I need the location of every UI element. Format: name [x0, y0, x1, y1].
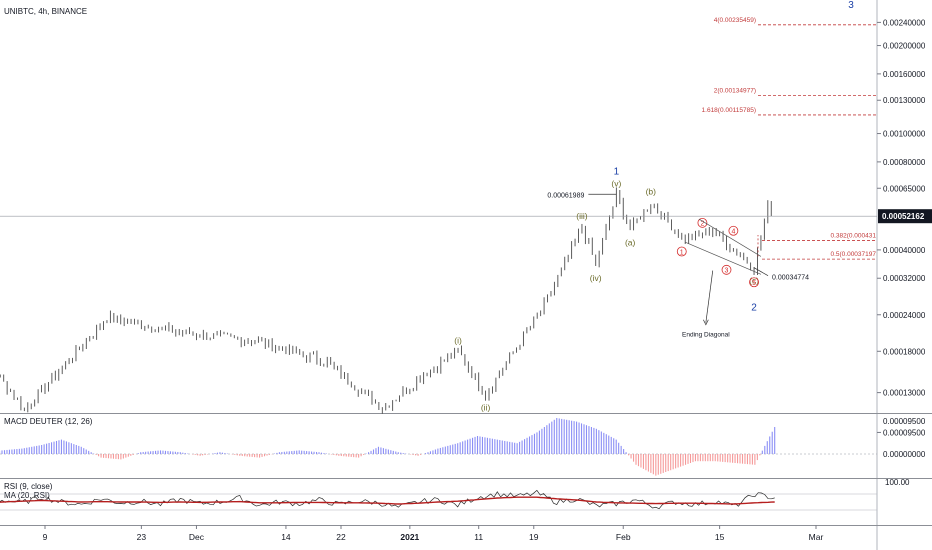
time-tick-label: Feb [616, 532, 631, 542]
fib-level-label: 2(0.00134977) [714, 87, 756, 94]
rsi-ma-line [0, 496, 775, 505]
rsi-ma-title: MA (20, RSI) [4, 491, 50, 500]
ending-diagonal-label: Ending Diagonal [682, 332, 730, 339]
macd-axis-top: 0.00009500 [883, 417, 926, 426]
ending-diagonal-arrowhead [703, 319, 709, 326]
price-candles [0, 187, 772, 414]
price-tick-label: 0.00013000 [883, 389, 926, 398]
price-tick-label: 0.00240000 [883, 18, 926, 27]
high-value-label: 0.00061989 [547, 192, 584, 199]
wave-label-minor: (a) [625, 237, 636, 247]
diagonal-wave-label: 3 [725, 268, 729, 275]
diagonal-upper-line [698, 218, 762, 257]
time-tick-label: 9 [43, 532, 48, 542]
ending-diagonal-pointer [705, 270, 714, 323]
wave-label-major: 1 [614, 166, 620, 177]
fib-level-label: 0.5(0.00037197 [830, 251, 876, 258]
diagonal-wave-label: 5 [752, 280, 756, 287]
price-tick-label: 0.00200000 [883, 42, 926, 51]
wave-label-minor: (i) [454, 335, 462, 345]
diagonal-wave-circle [728, 225, 739, 236]
wave-label-minor: (b) [646, 187, 657, 197]
price-tick-label: 0.00009500 [883, 428, 926, 437]
diagonal-wave-circle [676, 246, 687, 257]
diagonal-wave-circle [721, 264, 732, 275]
time-tick-label: Dec [189, 532, 205, 542]
current-price-tag [878, 209, 932, 224]
low-value-label: 0.00034774 [772, 275, 809, 282]
time-tick-label: 19 [529, 532, 539, 542]
rsi-title: RSI (9, close) [4, 482, 53, 491]
current-price-label: 0.00052162 [882, 212, 925, 221]
diagonal-wave-circle [749, 277, 759, 288]
wave-label-major: 3 [848, 0, 854, 11]
fib-level-label: 0.382(0.000431 [830, 232, 876, 239]
price-tick-label: 0.00032000 [883, 274, 926, 283]
price-tick-label: 0.00100000 [883, 130, 926, 139]
price-tick-label: 0.00130000 [883, 96, 926, 105]
time-tick-label: 2021 [400, 532, 419, 542]
low-leader-line [753, 267, 769, 276]
time-tick-label: 23 [137, 532, 147, 542]
wave-label-minor: (v) [611, 178, 621, 188]
price-tick-label: 0.00080000 [883, 158, 926, 167]
macd-histogram [0, 418, 776, 476]
time-tick-label: Mar [809, 532, 824, 542]
chart-title: UNIBTC, 4h, BINANCE [4, 7, 87, 16]
time-tick-label: 22 [336, 532, 346, 542]
macd-title: MACD DEUTER (12, 26) [4, 417, 93, 426]
price-tick-label: 0.00040000 [883, 246, 926, 255]
diagonal-lower-line [685, 241, 762, 275]
price-tick-label: 0.00018000 [883, 347, 926, 356]
price-tick-label: 0.00024000 [883, 311, 926, 320]
diagonal-wave-label: 1 [680, 249, 684, 256]
diagonal-wave-label: 2 [700, 221, 704, 228]
price-tick-label: 0.00160000 [883, 70, 926, 79]
macd-axis-label: 0.00000000 [883, 450, 926, 459]
diagonal-wave-circle [697, 217, 708, 228]
time-tick-label: 11 [474, 532, 483, 542]
diagonal-wave-label: 4 [731, 229, 735, 236]
time-tick-label: 14 [281, 532, 291, 542]
wave-label-minor: (ii) [481, 403, 491, 413]
wave-label-minor: (iii) [576, 211, 587, 221]
wave-label-minor: (c) [749, 276, 759, 286]
wave-label-major: 2 [751, 303, 757, 314]
fib-level-label: 4(0.00235459) [714, 17, 756, 24]
rsi-line [0, 489, 775, 510]
fib-level-label: 1.618(0.00115785) [702, 107, 756, 114]
rsi-axis-label: 100.00 [885, 478, 910, 487]
wave-label-minor: (iv) [590, 273, 602, 283]
price-tick-label: 0.00065000 [883, 184, 926, 193]
time-tick-label: 15 [715, 532, 725, 542]
